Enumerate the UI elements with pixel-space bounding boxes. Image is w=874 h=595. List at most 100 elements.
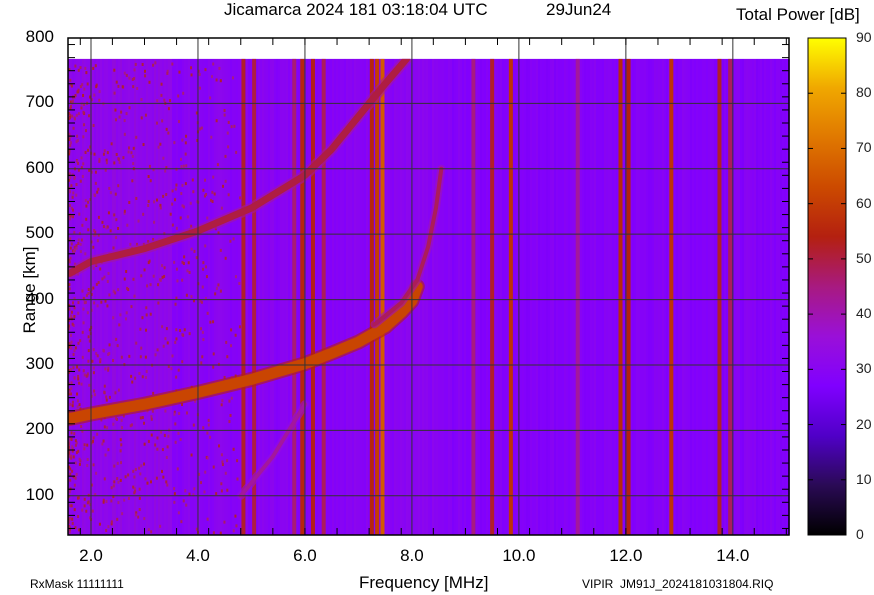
noise-column (338, 58, 340, 535)
noise-speckle (68, 149, 71, 153)
noise-speckle (186, 269, 189, 273)
noise-speckle (72, 191, 75, 195)
noise-speckle (74, 443, 77, 447)
noise-speckle (114, 192, 117, 196)
noise-speckle (178, 70, 181, 74)
colorbar-title: Total Power [dB] (736, 5, 860, 24)
noise-column (496, 58, 498, 535)
noise-speckle (120, 110, 123, 114)
noise-speckle (238, 325, 241, 329)
noise-speckle (129, 242, 132, 246)
noise-speckle (70, 242, 73, 246)
noise-speckle (99, 360, 102, 364)
noise-speckle (212, 352, 215, 356)
noise-speckle (125, 317, 128, 321)
noise-speckle (77, 377, 80, 381)
noise-column (258, 58, 260, 535)
noise-column (528, 58, 530, 535)
noise-column (442, 58, 444, 535)
noise-column (636, 58, 638, 535)
noise-speckle (156, 99, 159, 103)
noise-column (766, 58, 768, 535)
noise-speckle (101, 442, 104, 446)
noise-speckle (166, 483, 169, 487)
noise-speckle (220, 489, 223, 493)
noise-column (526, 58, 528, 535)
noise-speckle (79, 66, 82, 70)
noise-speckle (219, 248, 222, 252)
noise-speckle (101, 277, 104, 281)
noise-column (536, 58, 538, 535)
noise-column (692, 58, 694, 535)
noise-speckle (69, 246, 72, 250)
noise-column (660, 58, 662, 535)
noise-speckle (134, 62, 137, 66)
noise-speckle (117, 157, 120, 161)
noise-speckle (128, 76, 131, 80)
noise-speckle (217, 231, 220, 235)
noise-speckle (86, 457, 89, 461)
noise-speckle (80, 238, 83, 242)
noise-column (504, 58, 506, 535)
noise-speckle (165, 127, 168, 131)
noise-column (452, 58, 454, 535)
noise-column (216, 58, 218, 535)
noise-speckle (120, 461, 123, 465)
noise-column (674, 58, 676, 535)
noise-speckle (72, 475, 75, 479)
noise-speckle (170, 367, 173, 371)
noise-column (678, 58, 680, 535)
noise-speckle (117, 288, 120, 292)
noise-speckle (152, 200, 155, 204)
noise-speckle (140, 274, 143, 278)
noise-column (542, 58, 544, 535)
noise-speckle (68, 392, 71, 396)
noise-column (786, 58, 788, 535)
noise-column (166, 58, 168, 535)
noise-speckle (175, 267, 178, 271)
noise-speckle (120, 418, 123, 422)
noise-speckle (88, 339, 91, 343)
noise-column (318, 58, 320, 535)
noise-speckle (219, 531, 222, 535)
noise-speckle (217, 283, 220, 287)
noise-speckle (167, 107, 170, 111)
noise-speckle (68, 388, 71, 392)
noise-speckle (113, 161, 116, 165)
noise-column (568, 58, 570, 535)
noise-column (180, 58, 182, 535)
noise-column (434, 58, 436, 535)
noise-speckle (73, 95, 76, 99)
noise-speckle (181, 260, 184, 264)
noise-column (704, 58, 706, 535)
noise-speckle (69, 204, 72, 208)
noise-column (112, 58, 114, 535)
noise-column (160, 58, 162, 535)
noise-speckle (201, 330, 204, 334)
noise-speckle (165, 166, 168, 170)
noise-speckle (149, 283, 152, 287)
noise-speckle (119, 449, 122, 453)
noise-speckle (229, 413, 232, 417)
noise-speckle (87, 291, 90, 295)
noise-speckle (74, 94, 77, 98)
noise-speckle (157, 283, 160, 287)
noise-speckle (206, 311, 209, 315)
colorbar-tick-label: 20 (856, 415, 872, 432)
noise-speckle (96, 190, 99, 194)
noise-column (192, 58, 194, 535)
noise-column (86, 58, 88, 535)
noise-column (698, 58, 700, 535)
noise-speckle (224, 256, 227, 260)
noise-speckle (90, 170, 93, 174)
noise-speckle (115, 337, 118, 341)
noise-speckle (224, 154, 227, 158)
noise-speckle (221, 460, 224, 464)
noise-speckle (144, 355, 147, 359)
noise-speckle (118, 115, 121, 119)
noise-speckle (106, 304, 109, 308)
noise-column (516, 58, 518, 535)
noise-speckle (231, 76, 234, 80)
noise-speckle (181, 402, 184, 406)
noise-column (772, 58, 774, 535)
